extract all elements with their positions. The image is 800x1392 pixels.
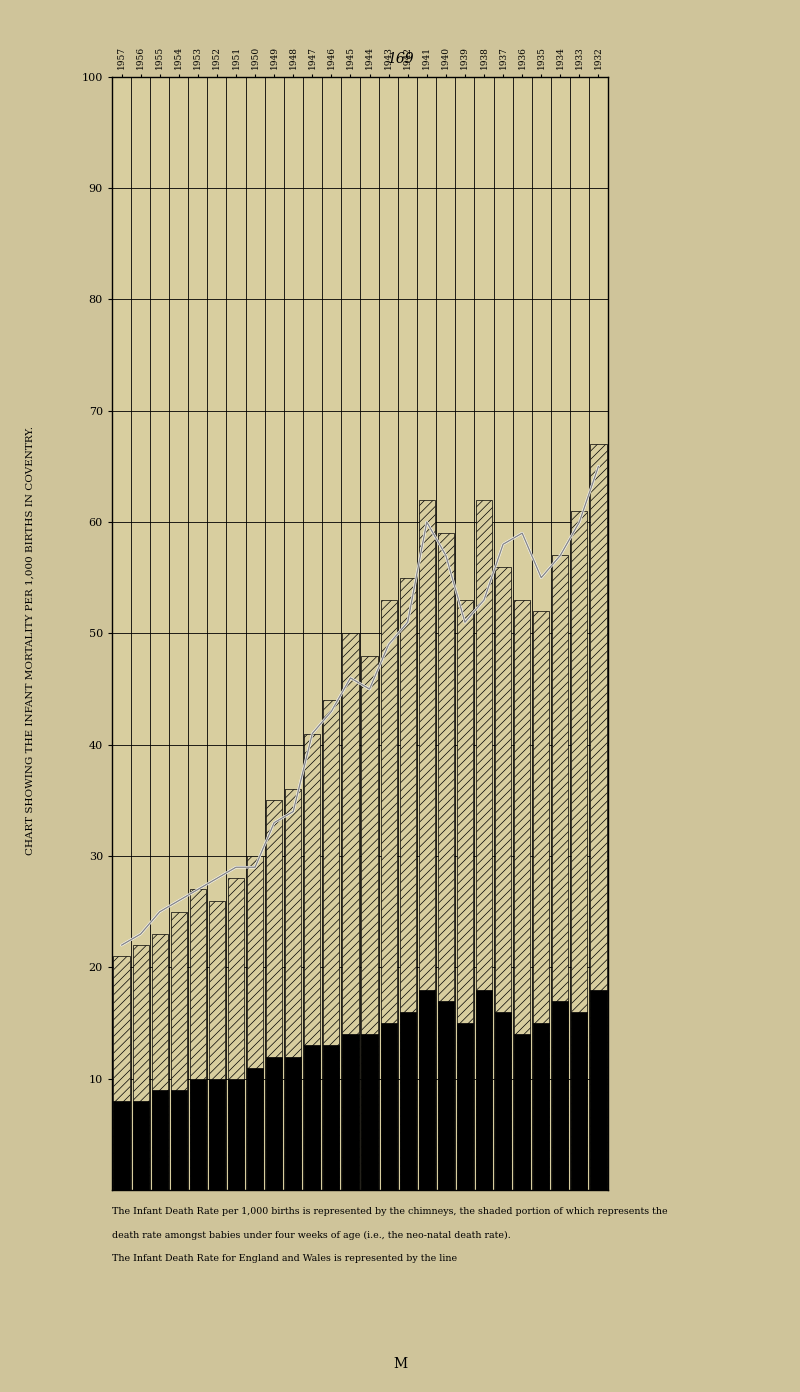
Text: The Infant Death Rate per 1,000 births is represented by the chimneys, the shade: The Infant Death Rate per 1,000 births i… — [112, 1207, 668, 1215]
Bar — [571, 511, 587, 1190]
Bar — [190, 1079, 206, 1190]
Bar — [514, 1034, 530, 1190]
Text: death rate amongst babies under four weeks of age (i.e., the neo-natal death rat: death rate amongst babies under four wee… — [112, 1231, 510, 1240]
Bar — [323, 1045, 339, 1190]
Bar — [533, 1023, 550, 1190]
Bar — [590, 444, 606, 1190]
Bar — [381, 600, 397, 1190]
Bar — [209, 1079, 225, 1190]
Bar — [571, 1012, 587, 1190]
Bar — [590, 990, 606, 1190]
Bar — [133, 945, 149, 1190]
Bar — [190, 889, 206, 1190]
Bar — [285, 789, 302, 1190]
Bar — [418, 500, 435, 1190]
Text: CHART SHOWING THE INFANT MORTALITY PER 1,000 BIRTHS IN COVENTRY.: CHART SHOWING THE INFANT MORTALITY PER 1… — [26, 426, 35, 855]
Bar — [495, 1012, 511, 1190]
Bar — [533, 611, 550, 1190]
Bar — [418, 990, 435, 1190]
Bar — [151, 1090, 168, 1190]
Bar — [209, 901, 225, 1190]
Text: M: M — [393, 1357, 407, 1371]
Bar — [362, 1034, 378, 1190]
Bar — [438, 533, 454, 1190]
Bar — [151, 934, 168, 1190]
Bar — [399, 578, 416, 1190]
Bar — [304, 1045, 321, 1190]
Bar — [133, 1101, 149, 1190]
Text: The Infant Death Rate for England and Wales is represented by the line: The Infant Death Rate for England and Wa… — [112, 1254, 457, 1263]
Bar — [457, 1023, 473, 1190]
Bar — [342, 633, 358, 1190]
Bar — [266, 800, 282, 1190]
Bar — [476, 500, 492, 1190]
Bar — [266, 1057, 282, 1190]
Bar — [170, 1090, 187, 1190]
Bar — [362, 656, 378, 1190]
Bar — [304, 734, 321, 1190]
Bar — [247, 1068, 263, 1190]
Bar — [438, 1001, 454, 1190]
Bar — [476, 990, 492, 1190]
Bar — [170, 912, 187, 1190]
Bar — [495, 567, 511, 1190]
Bar — [342, 1034, 358, 1190]
Bar — [381, 1023, 397, 1190]
Bar — [552, 1001, 569, 1190]
Bar — [114, 956, 130, 1190]
Bar — [228, 878, 244, 1190]
Bar — [323, 700, 339, 1190]
Bar — [399, 1012, 416, 1190]
Text: 169: 169 — [386, 52, 414, 65]
Bar — [552, 555, 569, 1190]
Bar — [247, 856, 263, 1190]
Bar — [285, 1057, 302, 1190]
Bar — [114, 1101, 130, 1190]
Bar — [457, 600, 473, 1190]
Bar — [228, 1079, 244, 1190]
Bar — [514, 600, 530, 1190]
